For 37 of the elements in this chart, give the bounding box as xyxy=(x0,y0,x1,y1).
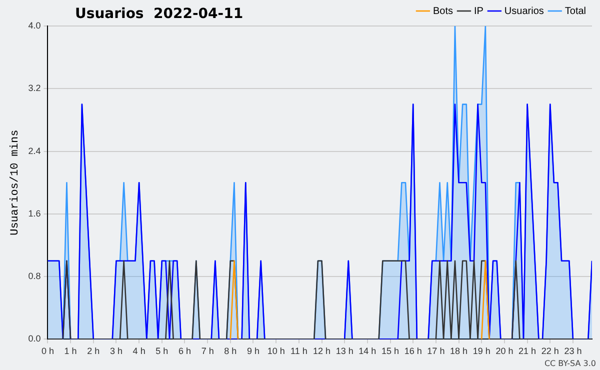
x-tick-label: 5 h xyxy=(156,346,168,356)
x-tick-label: 0 h xyxy=(41,346,54,356)
x-tick-label: 4 h xyxy=(132,346,146,356)
x-tick-label: 8 h xyxy=(224,346,237,356)
x-tick-label: 10 h xyxy=(267,346,285,356)
x-tick-label: 19 h xyxy=(472,346,490,356)
y-tick-label: 1.6 xyxy=(28,208,41,218)
y-tick-label: 3.2 xyxy=(28,83,41,94)
legend-label: Usuarios xyxy=(504,6,544,17)
x-tick-label: 21 h xyxy=(518,346,536,356)
x-tick-label: 17 h xyxy=(427,346,445,356)
x-tick-label: 6 h xyxy=(178,346,191,356)
chart-title: Usuarios 2022-04-11 xyxy=(75,6,244,22)
x-tick-label: 22 h xyxy=(541,346,559,356)
x-tick-label: 1 h xyxy=(64,346,77,356)
x-tick-label: 3 h xyxy=(110,346,122,356)
y-tick-label: 0.8 xyxy=(28,271,41,282)
y-tick-label: 2.4 xyxy=(28,146,41,156)
legend-label: Total xyxy=(564,6,586,17)
text: CC BY-SA 3.0 xyxy=(544,359,596,368)
x-tick-label: 23 h xyxy=(564,346,582,356)
x-tick-label: 9 h xyxy=(246,346,260,356)
x-tick-label: 15 h xyxy=(382,346,400,356)
x-tick-label: 14 h xyxy=(358,346,376,356)
x-tick-label: 18 h xyxy=(450,346,468,356)
x-tick-label: 7 h xyxy=(201,346,214,356)
y-tick-label: 4.0 xyxy=(28,20,41,30)
legend-label: Bots xyxy=(432,6,453,17)
y-tick-label: 0.0 xyxy=(28,334,41,344)
x-tick-label: 2 h xyxy=(87,346,100,356)
legend-label: IP xyxy=(474,6,484,17)
x-tick-label: 20 h xyxy=(496,346,514,356)
x-tick-label: 16 h xyxy=(404,346,422,356)
x-tick-label: 13 h xyxy=(336,346,354,356)
y-axis-title: Usuarios/10 mins xyxy=(10,130,22,236)
x-tick-label: 11 h xyxy=(290,346,308,356)
x-tick-label: 12 h xyxy=(312,346,331,356)
